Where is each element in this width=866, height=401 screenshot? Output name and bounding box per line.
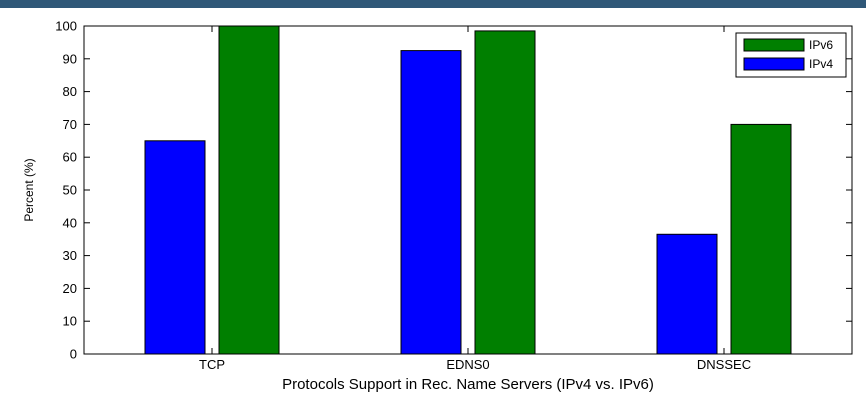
bars-group <box>144 25 792 355</box>
x-tick-label-tcp: TCP <box>199 357 225 372</box>
y-tick-label: 20 <box>63 281 77 296</box>
x-tick-label-dnssec: DNSSEC <box>697 357 751 372</box>
y-tick-label: 10 <box>63 314 77 329</box>
y-tick-label: 60 <box>63 150 77 165</box>
bar-ipv6-edns0 <box>474 30 536 355</box>
y-tick-label: 30 <box>63 248 77 263</box>
bar-ipv4-dnssec <box>656 233 718 355</box>
bar-ipv4-tcp <box>144 140 206 355</box>
legend: IPv6 IPv4 <box>735 32 847 78</box>
x-tick-label-edns0: EDNS0 <box>446 357 489 372</box>
bar-ipv4-edns0 <box>400 50 462 355</box>
legend-label-ipv6: IPv6 <box>809 38 833 52</box>
x-axis-label: Protocols Support in Rec. Name Servers (… <box>282 376 654 393</box>
y-axis-label: Percent (%) <box>22 158 36 221</box>
legend-label-ipv4: IPv4 <box>809 57 833 71</box>
y-tick-label: 0 <box>70 347 77 362</box>
plot-area <box>83 25 853 355</box>
y-tick-label: 80 <box>63 84 77 99</box>
legend-swatch-ipv6 <box>743 38 805 52</box>
y-tick-label: 90 <box>63 51 77 66</box>
x-axis: TCP EDNS0 DNSSEC <box>199 26 751 372</box>
top-banner <box>0 0 866 8</box>
bar-ipv6-tcp <box>218 25 280 355</box>
y-tick-label: 50 <box>63 183 77 198</box>
y-tick-label: 70 <box>63 117 77 132</box>
y-axis: 0 10 20 30 40 50 60 70 80 90 100 <box>55 19 852 362</box>
y-tick-label: 40 <box>63 215 77 230</box>
legend-swatch-ipv4 <box>743 57 805 71</box>
bar-ipv6-dnssec <box>730 123 792 355</box>
y-tick-label: 100 <box>55 19 77 34</box>
